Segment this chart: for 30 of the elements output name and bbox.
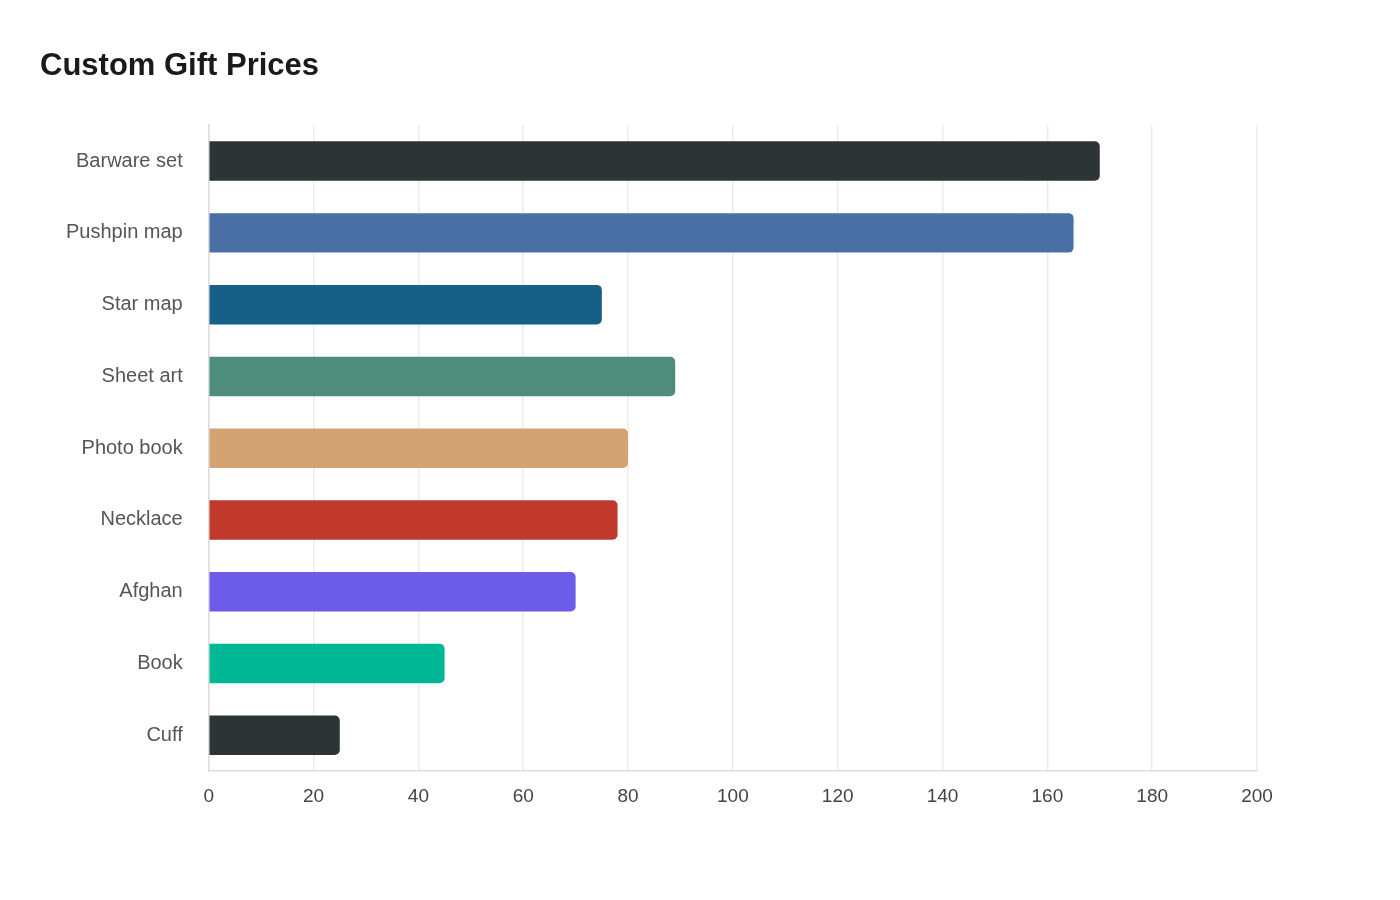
x-tick-label: 100 xyxy=(717,784,749,806)
y-tick-label: Necklace xyxy=(100,507,183,530)
y-tick-label: Sheet art xyxy=(101,363,184,386)
x-tick-label: 40 xyxy=(407,784,429,806)
bar xyxy=(209,715,340,756)
y-tick-label: Pushpin map xyxy=(65,220,183,243)
x-tick-label: 120 xyxy=(821,784,854,806)
x-tick-label: 180 xyxy=(1136,784,1169,806)
x-tick-label: 140 xyxy=(926,784,959,806)
bar xyxy=(209,428,629,468)
bar xyxy=(209,356,676,397)
bar xyxy=(209,572,576,612)
x-tick-label: 60 xyxy=(512,784,534,806)
y-tick-label: Barware set xyxy=(76,148,184,171)
x-tick-label: 0 xyxy=(203,784,215,806)
y-tick-label: Afghan xyxy=(119,579,183,602)
y-tick-label: Photo book xyxy=(81,435,184,458)
y-tick-label: Book xyxy=(137,651,184,674)
x-tick-label: 160 xyxy=(1031,784,1064,806)
bar xyxy=(209,500,618,540)
bar xyxy=(209,213,1074,253)
x-tick-label: 200 xyxy=(1241,784,1273,806)
bar xyxy=(209,284,602,325)
x-tick-label: 80 xyxy=(617,784,639,806)
bar xyxy=(209,643,445,684)
x-tick-label: 20 xyxy=(302,784,325,806)
chart-title: Custom Gift Prices xyxy=(40,47,320,83)
y-tick-label: Cuff xyxy=(146,722,184,745)
y-tick-label: Star map xyxy=(101,292,183,315)
bar xyxy=(209,141,1100,181)
